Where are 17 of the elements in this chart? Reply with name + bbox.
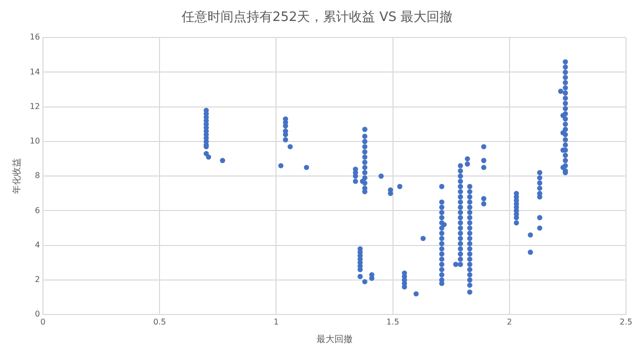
y-tick-label: 14 (30, 67, 40, 76)
chart-title: 任意时间点持有252天，累计收益 VS 最大回撤 (180, 10, 453, 26)
x-tick-label: 2 (506, 317, 512, 326)
y-tick-label: 8 (34, 171, 40, 180)
y-tick-label: 10 (30, 136, 40, 146)
x-tick-label: 0.5 (153, 317, 166, 326)
y-tick-label: 6 (34, 206, 40, 215)
y-tick-label: 0 (34, 310, 40, 319)
y-tick-label: 16 (30, 32, 40, 42)
y-tick-label: 2 (34, 275, 40, 284)
y-tick-label: 4 (34, 240, 40, 250)
x-axis-title: 最大回撤 (316, 334, 352, 345)
y-axis-title: 年化收益 (12, 158, 23, 194)
x-tick-label: 1.5 (386, 317, 400, 326)
x-tick-label: 2.5 (620, 317, 632, 326)
y-tick-label: 12 (30, 102, 40, 111)
x-tick-label: 1 (274, 317, 279, 326)
